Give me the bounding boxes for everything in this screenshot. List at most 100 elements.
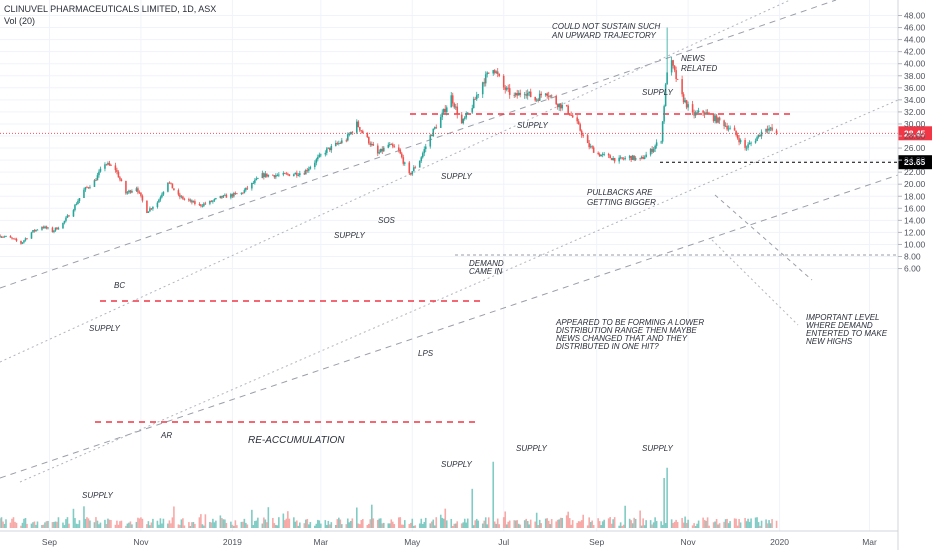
volume-bar bbox=[571, 520, 574, 528]
candle-body bbox=[210, 200, 213, 202]
candle-body bbox=[591, 146, 593, 148]
candle-body bbox=[589, 146, 592, 148]
candle-body bbox=[402, 157, 405, 164]
candle-body bbox=[170, 182, 172, 184]
candle-body bbox=[388, 144, 391, 145]
candle-body bbox=[158, 199, 160, 203]
y-tick-label: 12.00 bbox=[904, 227, 926, 237]
volume-bar bbox=[514, 520, 517, 528]
candle-body bbox=[439, 117, 442, 128]
candle-body bbox=[547, 95, 550, 97]
candle-body bbox=[51, 227, 54, 233]
volume-bar bbox=[44, 522, 46, 528]
annotation-important-level-2: WHERE DEMAND bbox=[806, 321, 873, 330]
volume-bar bbox=[138, 518, 141, 528]
volume-bar bbox=[556, 519, 559, 528]
volume-bar bbox=[204, 514, 207, 528]
candle-body bbox=[261, 173, 264, 179]
volume-bar bbox=[387, 523, 390, 528]
volume-bar bbox=[2, 521, 4, 528]
candle-body bbox=[12, 238, 15, 240]
candle-body bbox=[726, 125, 728, 130]
candle-body bbox=[356, 121, 358, 133]
candle-body bbox=[687, 104, 689, 108]
candle-body bbox=[600, 154, 602, 157]
volume-bar bbox=[267, 507, 270, 528]
candle-body bbox=[57, 228, 60, 230]
volume-bar bbox=[390, 519, 393, 528]
volume-bar bbox=[496, 518, 499, 528]
volume-bar bbox=[275, 524, 277, 528]
candle-body bbox=[555, 96, 557, 105]
volume-bar bbox=[222, 519, 225, 528]
volume-bar bbox=[287, 511, 289, 528]
candle-body bbox=[571, 115, 574, 118]
candle-body bbox=[288, 174, 291, 177]
candle-body bbox=[347, 134, 349, 141]
volume-bar bbox=[255, 520, 258, 528]
volume-bar bbox=[236, 525, 238, 528]
volume-bar bbox=[708, 525, 710, 528]
volume-bar bbox=[454, 523, 457, 528]
volume-bar bbox=[156, 520, 159, 528]
annotation-important-level-3: ENTERTED TO MAKE bbox=[806, 329, 888, 338]
candle-body bbox=[116, 170, 118, 172]
candle-body bbox=[444, 108, 447, 113]
candle-body bbox=[125, 181, 127, 194]
candle-body bbox=[378, 152, 381, 154]
candle-body bbox=[516, 93, 519, 96]
x-tick-label: 2020 bbox=[770, 537, 789, 547]
volume-bar bbox=[308, 524, 310, 528]
volume-bar bbox=[339, 519, 342, 528]
candle-body bbox=[308, 168, 310, 171]
pullback-trend-upper bbox=[714, 194, 813, 281]
volume-bar bbox=[519, 524, 522, 528]
volume-bar bbox=[215, 520, 217, 528]
candle-body bbox=[131, 190, 133, 193]
volume-bar bbox=[327, 520, 330, 528]
volume-bar bbox=[580, 520, 583, 528]
volume-bar bbox=[687, 519, 689, 528]
volume-bar bbox=[108, 519, 111, 528]
candle-body bbox=[673, 65, 676, 71]
candle-body bbox=[694, 112, 697, 116]
candle-body bbox=[35, 229, 37, 232]
candle-body bbox=[326, 148, 328, 153]
volume-bar bbox=[45, 521, 48, 528]
volume-bar bbox=[36, 521, 39, 528]
annotation-could-not-sustain-2: AN UPWARD TRAJECTORY bbox=[551, 31, 657, 40]
volume-bar bbox=[89, 520, 91, 528]
volume-bar bbox=[598, 521, 601, 528]
volume-bar bbox=[517, 523, 520, 528]
candle-body bbox=[233, 192, 235, 197]
candle-body bbox=[420, 157, 423, 162]
candle-body bbox=[41, 226, 43, 230]
candle-body bbox=[299, 173, 301, 176]
x-tick-label: Jul bbox=[498, 537, 509, 547]
candle-body bbox=[519, 92, 522, 95]
candle-body bbox=[168, 182, 171, 184]
candle-body bbox=[619, 157, 622, 159]
candle-body bbox=[66, 215, 69, 218]
candle-body bbox=[534, 96, 537, 101]
volume-bar bbox=[559, 517, 562, 528]
candle-body bbox=[757, 134, 760, 138]
candle-body bbox=[471, 108, 474, 113]
volume-bar bbox=[192, 521, 195, 528]
volume-bar bbox=[739, 522, 742, 528]
candle-body bbox=[550, 95, 553, 97]
volume-bar bbox=[296, 520, 298, 528]
volume-bar bbox=[299, 522, 301, 528]
volume-bar bbox=[168, 520, 171, 528]
volume-bar bbox=[345, 524, 348, 528]
candle-body bbox=[663, 106, 665, 122]
candle-body bbox=[135, 188, 138, 191]
candle-body bbox=[180, 196, 183, 198]
candle-body bbox=[517, 92, 520, 96]
annotation-ar: AR bbox=[160, 431, 172, 440]
volume-bar bbox=[65, 519, 67, 528]
candle-body bbox=[661, 121, 664, 142]
candle-body bbox=[775, 130, 778, 134]
candle-body bbox=[219, 195, 222, 199]
volume-bar bbox=[483, 520, 486, 528]
